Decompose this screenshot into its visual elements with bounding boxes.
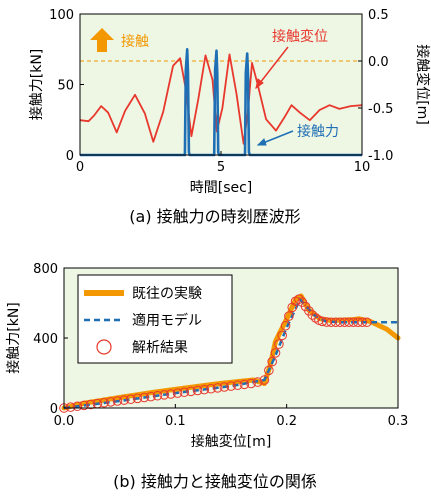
x-tick-label: 0.3 — [388, 414, 409, 429]
analysis-marker — [264, 365, 274, 376]
y-right-tick-label: -0.5 — [368, 102, 393, 117]
annotation-arrowhead — [255, 78, 264, 90]
x-axis-label: 接触変位[m] — [191, 433, 272, 450]
panel-b-caption: (b) 接触力と接触変位の関係 — [113, 472, 317, 491]
analysis-marker — [246, 378, 256, 389]
analysis-marker — [206, 383, 216, 394]
analysis-marker — [259, 375, 270, 385]
analysis-marker — [99, 397, 109, 408]
analysis-marker — [277, 330, 288, 341]
annotation-arrowhead — [256, 138, 267, 146]
legend-label-analysis: 解析結果 — [132, 340, 188, 356]
analysis-marker — [186, 386, 196, 397]
y-right-axis-label: 接触変位[m] — [414, 44, 431, 125]
x-tick-label: 0.1 — [165, 414, 186, 429]
analysis-marker — [294, 294, 304, 304]
analysis-marker — [166, 389, 176, 399]
x-tick-label: 10 — [354, 160, 371, 175]
analysis-marker — [146, 391, 156, 402]
analysis-marker — [280, 320, 291, 331]
analysis-marker — [270, 348, 281, 358]
analysis-marker — [267, 356, 277, 367]
annotation-contact-force: 接触力 — [297, 123, 339, 140]
analysis-marker — [132, 393, 143, 404]
analysis-marker — [152, 390, 163, 401]
legend-box — [77, 274, 233, 364]
annotation-contact-displacement: 接触変位 — [272, 28, 328, 45]
panel-b-chart: 0.0 0.1 0.2 0.3 0 400 800 接触変位[m] 接触力[kN] 既往の実験適用… — [5, 262, 408, 491]
analysis-marker — [274, 339, 284, 349]
analysis-marker — [119, 395, 129, 405]
analysis-marker — [85, 399, 96, 410]
y-tick-label: 800 — [33, 262, 58, 277]
panel-a-caption: (a) 接触力の時刻歴波形 — [129, 207, 300, 226]
analysis-marker — [284, 311, 294, 321]
plot-area — [80, 14, 362, 155]
analysis-marker — [362, 317, 372, 328]
y-axis-label: 接触力[kN] — [5, 302, 22, 374]
analysis-marker — [179, 387, 190, 398]
legend-label-model: 適用モデル — [132, 312, 202, 329]
analysis-marker — [199, 384, 210, 395]
x-tick-label: 0.2 — [276, 414, 297, 429]
x-tick-label: 5 — [217, 160, 225, 175]
analysis-marker — [139, 392, 149, 403]
x-axis-label: 時間[sec] — [190, 180, 253, 196]
x-tick-label: 0.0 — [54, 414, 75, 429]
y-right-tick-label: 0.0 — [368, 55, 389, 70]
y-tick-label: 0 — [50, 402, 58, 417]
analysis-marker — [219, 382, 230, 392]
x-tick-label: 0 — [76, 160, 84, 175]
y-left-tick-label: 100 — [49, 8, 74, 23]
analysis-marker — [126, 394, 136, 405]
analysis-marker — [307, 310, 318, 320]
analysis-marker — [112, 396, 123, 406]
analysis-marker — [232, 380, 243, 391]
analysis-marker — [239, 379, 250, 390]
analysis-marker — [159, 390, 169, 400]
analysis-marker — [287, 302, 298, 313]
y-left-axis-label: 接触力[kN] — [28, 49, 45, 121]
y-tick-label: 400 — [33, 332, 58, 347]
y-left-tick-label: 0 — [66, 149, 74, 164]
y-right-tick-label: -1.0 — [368, 149, 393, 164]
y-left-tick-label: 50 — [57, 79, 74, 94]
analysis-marker — [226, 381, 236, 391]
legend-swatch-analysis — [96, 339, 112, 355]
legend-label-experiment: 既往の実験 — [132, 286, 202, 302]
analysis-marker — [105, 397, 116, 407]
analysis-marker — [72, 401, 83, 412]
analysis-marker — [172, 388, 183, 398]
annotation-contact: 接触 — [121, 33, 149, 50]
y-right-tick-label: 0.5 — [368, 8, 389, 23]
analysis-marker — [79, 400, 89, 411]
series-line-contact-force — [80, 48, 362, 157]
analysis-marker — [192, 385, 203, 396]
analysis-marker — [252, 377, 263, 387]
analysis-marker — [212, 383, 223, 393]
analysis-marker — [357, 317, 368, 328]
analysis-marker — [65, 402, 76, 412]
up-arrow-icon — [90, 28, 114, 52]
